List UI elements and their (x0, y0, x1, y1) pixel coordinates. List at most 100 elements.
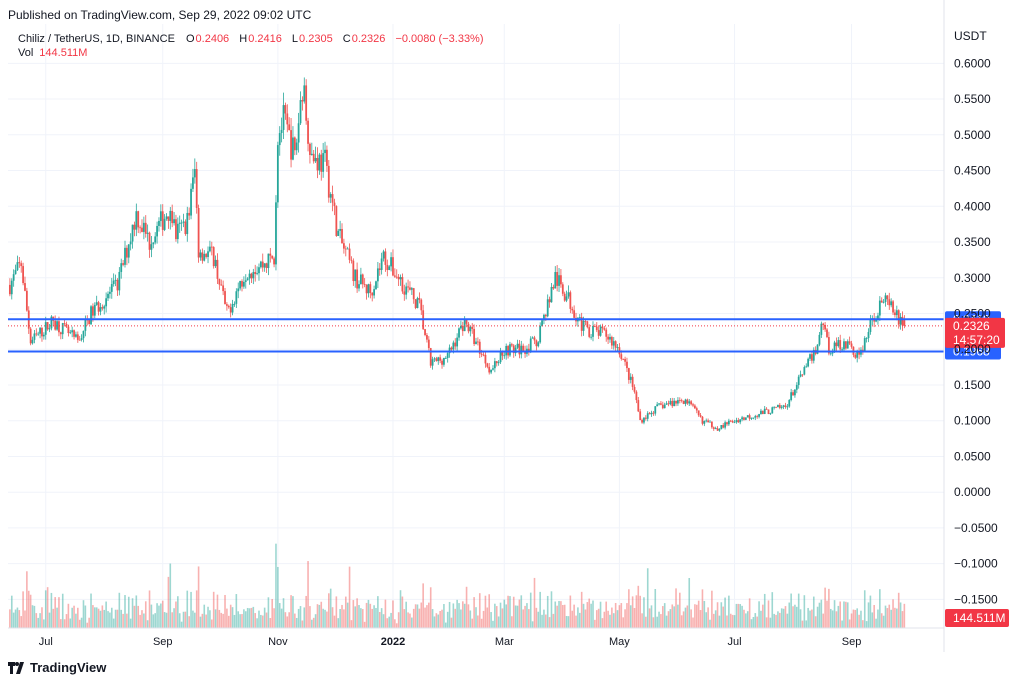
volume-bar (858, 614, 860, 628)
candle-body (167, 216, 170, 221)
chart-legend: Chiliz / TetherUS, 1D, BINANCE O0.2406 H… (18, 32, 491, 60)
volume-bar (48, 612, 51, 628)
volume-bar (465, 586, 468, 628)
volume-bar (643, 597, 645, 628)
volume-value: 144.511M (39, 47, 88, 59)
volume-bar (809, 610, 811, 628)
volume-bar (277, 566, 279, 628)
volume-bar (109, 612, 111, 628)
volume-bar (414, 604, 417, 628)
volume-bar (641, 613, 643, 628)
time-tick-label: Jul (39, 636, 53, 648)
price-tick-label: 0.4000 (954, 199, 991, 213)
candle-body (218, 278, 221, 285)
volume-bar (110, 607, 113, 628)
candle-body (124, 247, 126, 265)
volume-bar (628, 589, 630, 628)
candle-body (280, 129, 283, 134)
candle-body (880, 300, 883, 303)
volume-bar (660, 614, 662, 628)
candle-body (24, 283, 26, 291)
volume-bar (107, 611, 109, 628)
volume-bar (707, 607, 709, 628)
volume-bar (122, 613, 124, 628)
volume-bar (167, 576, 170, 628)
volume-bar (384, 599, 387, 628)
candle-body (763, 408, 766, 415)
time-tick-label: May (609, 636, 630, 648)
candle-body (220, 284, 223, 286)
volume-bar (480, 618, 483, 628)
candle-body (178, 222, 181, 224)
candle-body (882, 301, 885, 303)
candle-body (694, 405, 696, 409)
candle-body (190, 188, 192, 216)
candle-body (692, 404, 694, 406)
candle-body (501, 351, 504, 356)
candle-body (731, 421, 734, 423)
volume-bar (828, 588, 830, 628)
volume-bar (569, 595, 572, 628)
volume-bar (120, 609, 123, 628)
candle-body (616, 347, 619, 349)
volume-bar (294, 613, 296, 628)
volume-bar (792, 606, 794, 628)
volume-bar (199, 616, 202, 628)
volume-bar (77, 607, 79, 628)
volume-bar (765, 617, 768, 628)
time-tick-label: 2022 (381, 636, 405, 648)
candle-body (114, 279, 117, 281)
volume-bar (531, 621, 534, 628)
volume-bar (260, 614, 262, 628)
volume-bar (65, 614, 68, 628)
volume-bar (790, 593, 792, 628)
volume-bar (180, 621, 183, 628)
volume-bar (14, 609, 17, 628)
volume-bar (9, 609, 11, 628)
candle-body (746, 415, 749, 418)
volume-bar (837, 605, 840, 628)
volume-bar (594, 619, 596, 628)
candle-body (146, 232, 149, 234)
candle-body (471, 326, 474, 329)
candle-body (593, 326, 596, 327)
volume-bar (214, 609, 217, 628)
symbol-title[interactable]: Chiliz / TetherUS, 1D, BINANCE (18, 33, 175, 45)
candle-body (401, 277, 404, 292)
candle-body (97, 302, 100, 312)
volume-bar (477, 615, 479, 628)
candle-body (839, 340, 842, 350)
volume-bar (495, 606, 498, 628)
candle-body (409, 287, 411, 290)
candle-body (809, 354, 811, 359)
volume-bar (682, 611, 685, 628)
volume-bar (650, 605, 653, 628)
candle-body (865, 338, 868, 339)
candle-body (541, 320, 543, 326)
volume-bar (577, 607, 579, 628)
candle-body (644, 417, 647, 419)
volume-bar (95, 607, 98, 628)
volume-bar (463, 603, 466, 628)
candle-body (794, 389, 796, 396)
volume-bar (718, 615, 721, 628)
candle-body (748, 415, 751, 419)
candle-body (192, 177, 194, 189)
tradingview-brand[interactable]: TradingView (8, 660, 106, 675)
volume-bar (505, 604, 507, 628)
candle-body (31, 339, 34, 344)
candle-body (292, 137, 294, 160)
candle-body (677, 400, 679, 404)
candle-body (403, 291, 406, 295)
published-note: Published on TradingView.com, Sep 29, 20… (8, 8, 312, 22)
volume-bar (452, 603, 455, 628)
volume-bar (278, 603, 281, 628)
candle-body (478, 341, 481, 354)
candle-body (490, 369, 492, 373)
volume-bar (56, 607, 58, 628)
volume-bar (158, 605, 160, 628)
candle-body (624, 359, 626, 362)
volume-bar (490, 612, 492, 628)
candle-body (346, 248, 349, 250)
